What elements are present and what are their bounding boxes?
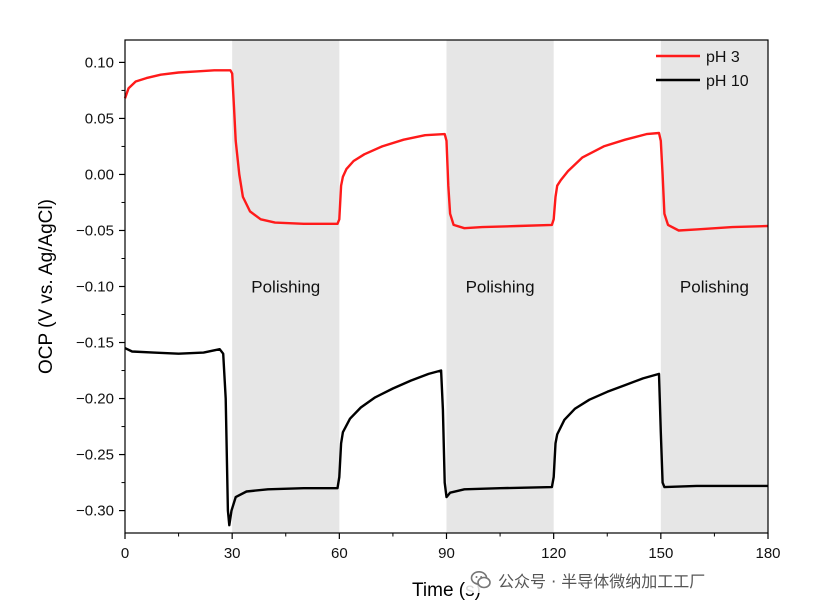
- y-tick-label: −0.15: [76, 335, 114, 352]
- polishing-label-2: Polishing: [466, 278, 535, 297]
- x-tick-label-30: 30: [224, 545, 241, 562]
- y-tick-label: −0.05: [76, 222, 114, 239]
- y-axis-title: OCP (V vs. Ag/AgCl): [36, 199, 57, 374]
- y-tick-label: 0.05: [85, 110, 114, 127]
- legend: pH 3 pH 10: [656, 49, 749, 90]
- series-layer: [123, 69, 769, 527]
- polishing-label-1: Polishing: [251, 278, 320, 297]
- polishing-band-1: [232, 40, 340, 533]
- axis-ticks: 0 30 60 90 120 150 180 0.10 0.05 0.00 −0.05 −0.10 −0…: [76, 54, 780, 562]
- x-tick-label-120: 120: [541, 545, 566, 562]
- polishing-band-2: [446, 40, 554, 533]
- legend-label-2: pH 10: [706, 73, 749, 90]
- watermark: 公众号 · 半导体微纳加工工厂: [466, 567, 710, 593]
- y-tick-label: 0.10: [85, 54, 114, 71]
- y-tick-label: −0.30: [76, 503, 114, 520]
- y-tick-label: −0.20: [76, 391, 114, 408]
- x-tick-label-60: 60: [331, 545, 348, 562]
- x-tick-label-0: 0: [121, 545, 129, 562]
- polishing-band-3: [660, 40, 768, 533]
- y-tick-label: −0.10: [76, 279, 114, 296]
- x-axis-title: Time (s): [412, 580, 481, 601]
- x-tick-label-90: 90: [438, 545, 455, 562]
- wechat-icon: [470, 571, 491, 589]
- x-tick-label-150: 150: [648, 545, 673, 562]
- series-line-ph-10: [124, 347, 768, 527]
- polishing-bands: Polishing Polishing Polishing: [232, 40, 768, 533]
- legend-label-1: pH 3: [706, 49, 740, 66]
- y-tick-label: 0.00: [85, 166, 114, 183]
- watermark-text: 公众号 · 半导体微纳加工工厂: [498, 572, 706, 591]
- y-tick-label: −0.25: [76, 447, 114, 464]
- series-line-ph-3: [123, 69, 769, 232]
- x-tick-label-180: 180: [755, 545, 780, 562]
- polishing-label-3: Polishing: [680, 278, 749, 297]
